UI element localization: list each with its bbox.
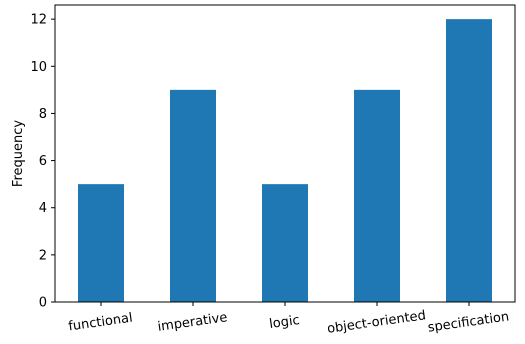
x-tick-label: logic xyxy=(268,313,300,332)
y-axis-ticks: 0 2 4 6 8 10 12 xyxy=(30,13,55,311)
y-axis-label: Frequency xyxy=(11,120,26,187)
y-tick-label: 2 xyxy=(39,248,47,263)
y-tick-label: 8 xyxy=(39,107,47,122)
bar-logic xyxy=(262,184,308,302)
y-tick-label: 10 xyxy=(30,60,47,75)
x-tick-label: imperative xyxy=(157,310,229,335)
x-axis-ticks: functional imperative logic object-oriented… xyxy=(67,302,510,337)
bar-object-oriented xyxy=(354,89,400,302)
bar-functional xyxy=(78,184,124,302)
y-tick-label: 4 xyxy=(39,201,47,216)
x-tick-label: object-oriented xyxy=(326,308,427,337)
y-tick-label: 12 xyxy=(30,13,47,28)
x-tick-label: specification xyxy=(427,309,510,335)
y-tick-label: 0 xyxy=(39,296,47,311)
bar-specification xyxy=(446,19,492,302)
plot-frame xyxy=(54,4,516,303)
x-tick-label: functional xyxy=(67,311,133,335)
bars-group xyxy=(78,19,492,302)
bar-imperative xyxy=(170,89,216,302)
y-tick-label: 6 xyxy=(39,154,47,169)
